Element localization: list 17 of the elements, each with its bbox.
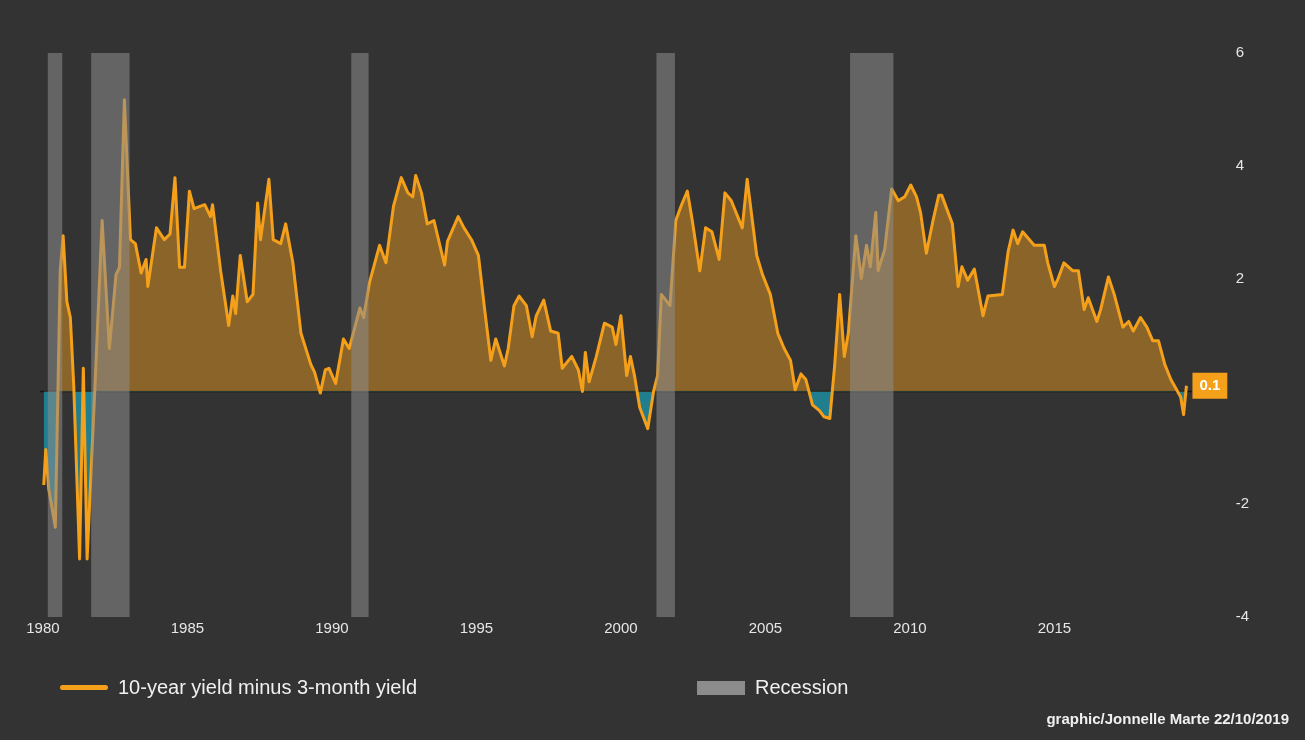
legend-label: Recession [754,676,849,699]
x-tick-label: 1995 [459,619,494,637]
y-tick-label: 4 [1235,155,1245,173]
y-tick-label: 6 [1235,43,1245,61]
x-tick-label: 2010 [893,619,927,637]
x-tick-label: 1990 [315,619,349,637]
x-tick-label: 1985 [170,619,205,637]
y-tick-label: -2 [1235,494,1250,512]
x-tick-label: 2000 [604,619,638,637]
annotation: 0.1 [1199,375,1221,393]
y-tick-label: 2 [1235,268,1245,286]
x-tick-label: 2005 [748,619,783,637]
x-tick-label: 2015 [1037,619,1072,637]
x-tick-label: 1980 [26,619,60,637]
y-tick-label: -4 [1235,607,1250,625]
text: graphic/Jonnelle Marte 22/10/2019 [1046,710,1289,727]
legend-label: 10-year yield minus 3-month yield [117,676,418,699]
